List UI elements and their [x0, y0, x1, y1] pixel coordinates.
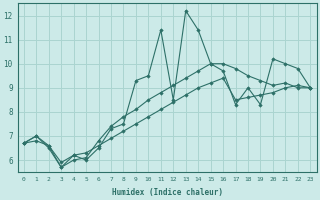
- X-axis label: Humidex (Indice chaleur): Humidex (Indice chaleur): [112, 188, 222, 197]
